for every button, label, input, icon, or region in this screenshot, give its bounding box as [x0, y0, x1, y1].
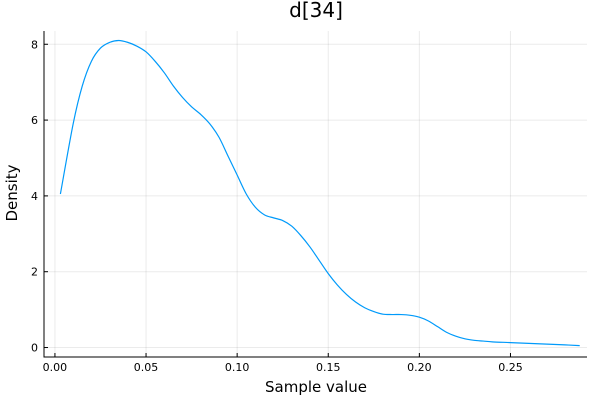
density-line — [59, 39, 580, 347]
y-gridlines — [44, 43, 587, 349]
x-tick-label: 0.20 — [407, 361, 432, 374]
x-axis-ticks: 0.00 0.05 0.10 0.15 0.20 0.25 — [43, 353, 523, 374]
y-tick-label: 8 — [31, 38, 38, 51]
plot-frame — [43, 31, 587, 358]
x-tick-label: 0.05 — [134, 361, 159, 374]
x-tick-label: 0.25 — [498, 361, 523, 374]
y-tick-label: 6 — [31, 114, 38, 127]
x-tick-label: 0.00 — [43, 361, 68, 374]
y-tick-label: 2 — [31, 266, 38, 279]
x-tick-label: 0.10 — [225, 361, 250, 374]
y-tick-label: 0 — [31, 342, 38, 355]
x-gridlines — [54, 31, 511, 357]
x-tick-label: 0.15 — [316, 361, 341, 374]
chart-title: d[34] — [289, 0, 343, 22]
y-tick-label: 4 — [31, 190, 38, 203]
x-axis-label: Sample value — [265, 378, 367, 396]
y-axis-ticks: 0 2 4 6 8 — [31, 38, 48, 355]
y-axis-label: Density — [3, 164, 21, 221]
